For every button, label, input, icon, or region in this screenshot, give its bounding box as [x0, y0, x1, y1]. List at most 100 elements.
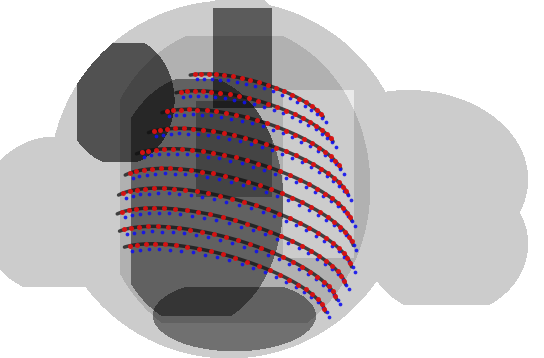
Point [172, 151, 181, 157]
Point [222, 110, 231, 116]
Point [197, 169, 206, 174]
Point [317, 111, 325, 117]
Point [200, 76, 209, 82]
Point [255, 183, 264, 188]
Point [237, 75, 246, 81]
Point [352, 247, 361, 253]
Point [119, 190, 128, 196]
Point [288, 92, 296, 98]
Point [323, 135, 332, 141]
Point [335, 179, 343, 185]
Point [130, 230, 139, 236]
Point [231, 155, 240, 160]
Point [285, 261, 294, 267]
Point [340, 278, 349, 284]
Point [300, 289, 308, 295]
Point [288, 135, 296, 140]
Point [140, 205, 149, 211]
Point [150, 185, 158, 191]
Point [209, 170, 218, 176]
Point [282, 128, 291, 134]
Point [207, 89, 215, 95]
Point [176, 89, 185, 95]
Point [312, 111, 321, 116]
Point [212, 108, 221, 114]
Point [323, 173, 331, 179]
Point [250, 101, 258, 107]
Point [312, 233, 320, 238]
Point [311, 127, 320, 132]
Point [264, 101, 273, 107]
Point [316, 209, 324, 215]
Point [292, 179, 301, 185]
Point [328, 266, 337, 272]
Point [343, 210, 351, 216]
Point [302, 228, 311, 233]
Point [275, 211, 283, 217]
Point [216, 90, 225, 96]
Point [275, 168, 284, 174]
Point [327, 195, 336, 201]
Point [313, 147, 322, 153]
Point [156, 127, 164, 132]
Point [307, 295, 316, 300]
Point [161, 241, 170, 247]
Point [164, 190, 173, 196]
Point [327, 243, 336, 249]
Point [277, 92, 286, 97]
Point [307, 140, 316, 146]
Point [127, 212, 136, 218]
Point [306, 164, 315, 170]
Point [258, 124, 267, 129]
Point [139, 167, 148, 173]
Point [181, 187, 190, 193]
Point [248, 121, 257, 126]
Point [154, 190, 163, 196]
Point [295, 220, 304, 226]
Point [345, 214, 354, 220]
Point [154, 246, 163, 252]
Point [342, 188, 351, 194]
Point [232, 176, 241, 182]
Point [136, 192, 145, 197]
Point [166, 131, 175, 137]
Point [207, 113, 215, 118]
Point [220, 152, 229, 158]
Point [145, 191, 153, 197]
Point [294, 282, 302, 287]
Point [198, 148, 207, 154]
Point [172, 242, 181, 248]
Point [207, 248, 215, 254]
Point [282, 175, 290, 181]
Point [220, 95, 229, 101]
Point [311, 189, 319, 194]
Point [194, 93, 202, 99]
Point [186, 192, 195, 198]
Point [243, 115, 251, 120]
Point [325, 314, 333, 320]
Point [273, 124, 281, 130]
Point [329, 240, 337, 246]
Point [348, 218, 356, 224]
Point [288, 238, 296, 244]
Point [222, 199, 231, 204]
Point [217, 114, 225, 120]
Point [284, 241, 293, 246]
Point [202, 93, 211, 99]
Point [203, 234, 212, 240]
Point [184, 131, 193, 136]
Point [308, 291, 317, 297]
Point [269, 107, 278, 113]
Point [180, 231, 188, 236]
Point [341, 229, 349, 235]
Point [125, 188, 134, 194]
Point [306, 143, 314, 149]
Point [203, 174, 212, 180]
Point [297, 139, 306, 144]
Point [282, 149, 290, 154]
Point [340, 254, 349, 260]
Point [306, 269, 314, 275]
Point [255, 79, 263, 85]
Point [135, 224, 144, 230]
Point [171, 206, 180, 212]
